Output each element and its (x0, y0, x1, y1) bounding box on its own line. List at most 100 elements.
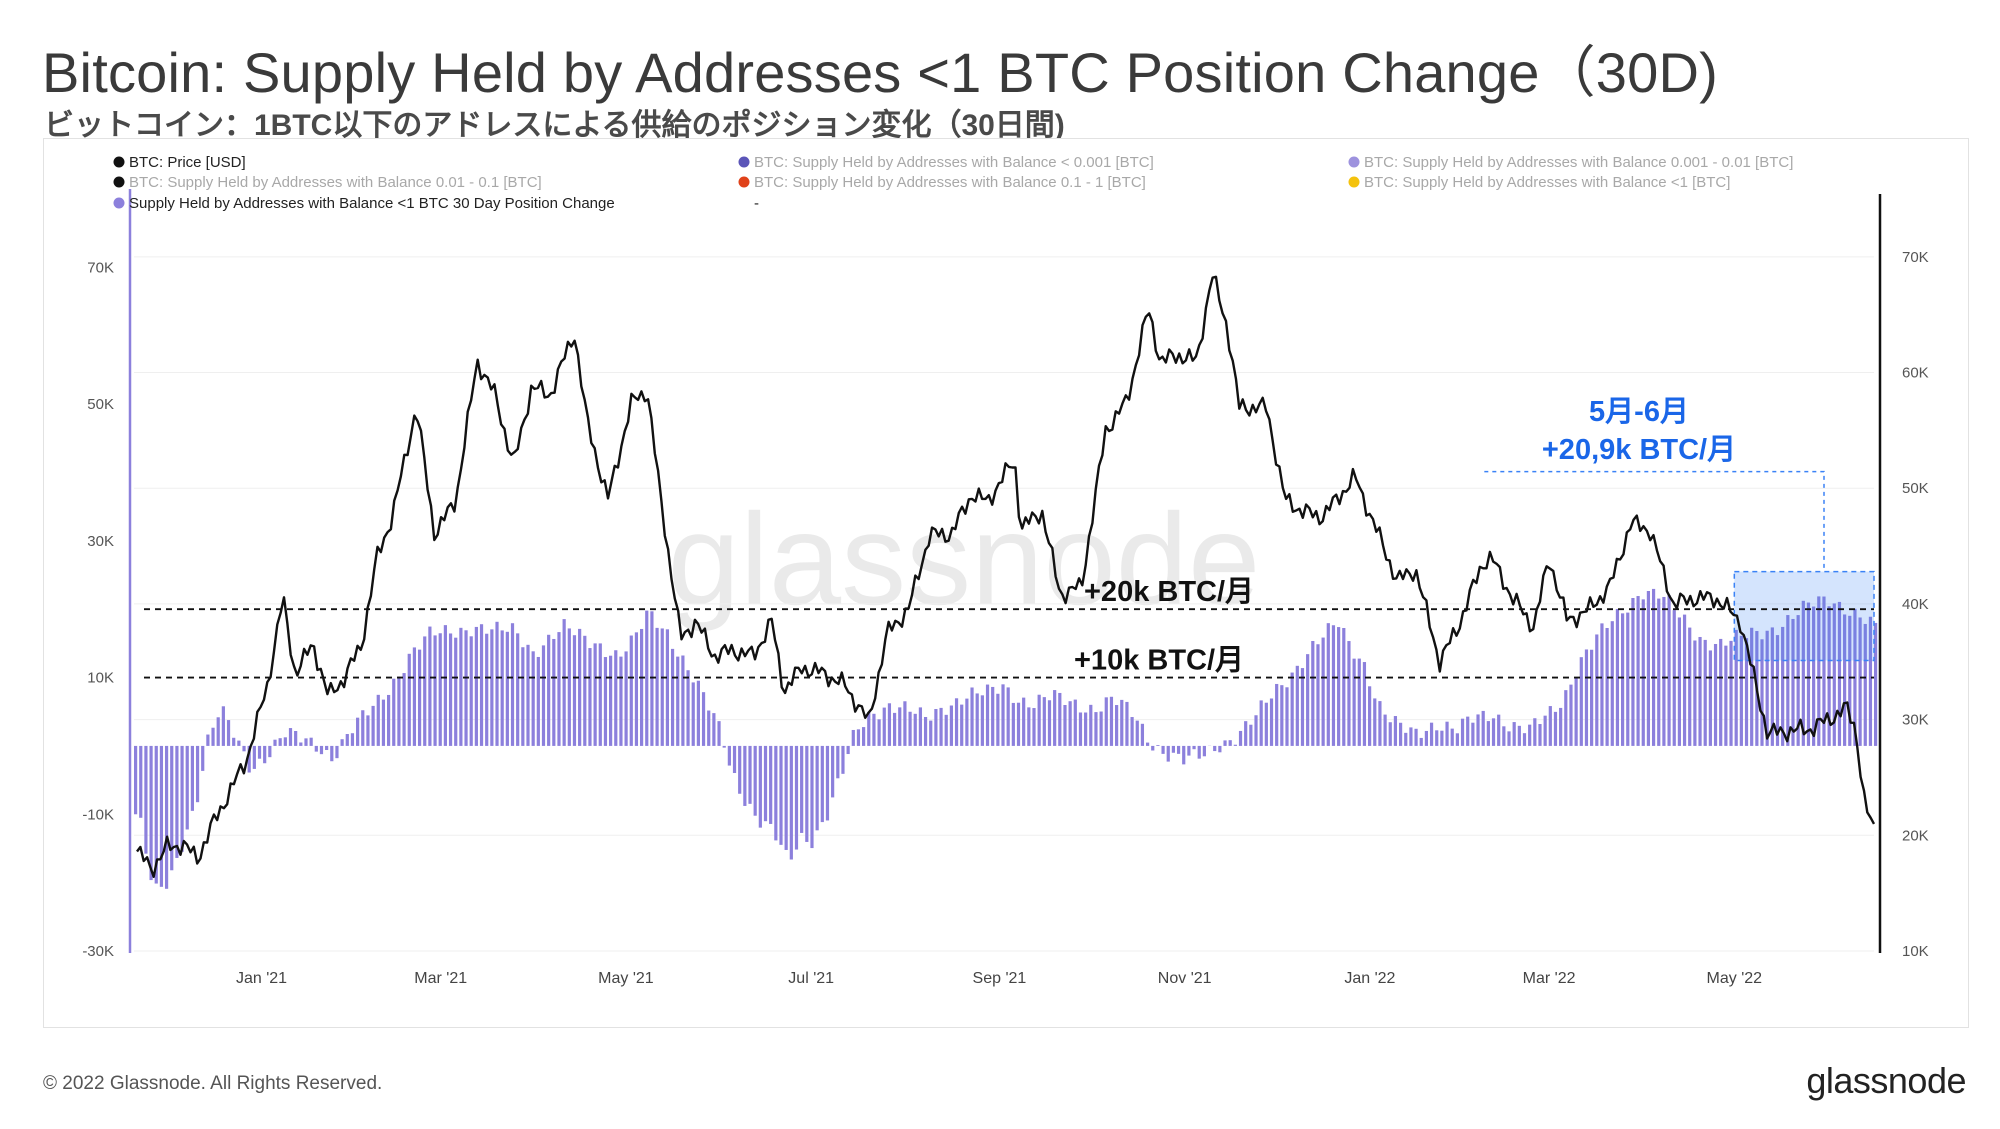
position-change-bar (1621, 613, 1625, 746)
position-change-bar (1393, 716, 1398, 746)
position-change-bar (252, 745, 256, 769)
position-change-bar (144, 745, 148, 854)
position-change-bar (1233, 744, 1237, 746)
position-change-bar (934, 709, 938, 746)
position-change-bar (350, 733, 355, 746)
right-axis-tick-label: 10K (1902, 943, 1929, 960)
chart-svg: glassnode 70K50K30K10K-10K-30K70K60K50K4… (82, 154, 1929, 987)
position-change-bar (345, 734, 349, 746)
position-change-bar (1424, 730, 1428, 746)
position-change-bar (1719, 638, 1723, 746)
position-change-bar (1698, 636, 1702, 746)
position-change-bar (1775, 635, 1780, 746)
position-change-bar (614, 650, 618, 746)
position-change-bar (732, 745, 737, 774)
position-change-bar (846, 745, 850, 755)
position-change-bar (1290, 672, 1294, 746)
position-change-bar (516, 633, 520, 746)
legend-label: BTC: Price [USD] (129, 154, 246, 171)
position-change-bar (1362, 662, 1367, 746)
position-change-bar (1512, 722, 1516, 746)
position-change-bar (717, 721, 721, 746)
position-change-bar (526, 644, 530, 746)
legend-dot (1348, 156, 1360, 168)
position-change-bar (1595, 634, 1599, 746)
position-change-bar (237, 740, 241, 746)
position-change-bar (918, 707, 923, 746)
x-axis-tick-label: May '22 (1707, 970, 1763, 987)
glassnode-logo[interactable]: glassnode (1806, 1060, 1966, 1101)
position-change-bar (1368, 686, 1372, 746)
x-axis-tick-label: Jan '21 (236, 970, 287, 987)
position-change-bar (1863, 623, 1867, 746)
right-axis-tick-label: 40K (1902, 596, 1929, 613)
position-change-bar (330, 745, 334, 762)
position-change-bar (1404, 732, 1408, 746)
position-change-bar (263, 745, 267, 764)
position-change-bar (1249, 724, 1253, 746)
position-change-bar (1373, 698, 1377, 746)
position-change-bar (1662, 596, 1666, 746)
position-change-bar (1626, 612, 1630, 746)
position-change-bar (170, 745, 174, 871)
legend-label: - (754, 195, 759, 212)
position-change-bar (681, 655, 685, 746)
position-change-bar (1770, 627, 1774, 746)
position-change-bar (655, 627, 659, 746)
position-change-bar (1791, 618, 1795, 746)
position-change-bar (1202, 745, 1206, 757)
position-change-bar (257, 745, 262, 759)
legend-label: Supply Held by Addresses with Balance <1… (129, 195, 615, 212)
position-change-bar (139, 745, 143, 818)
position-change-bar (1832, 603, 1836, 746)
annotation-period: 5月-6月 (1589, 396, 1689, 428)
x-axis-tick-label: Jan '22 (1344, 970, 1395, 987)
position-change-bar (1120, 699, 1124, 746)
position-change-bar (366, 715, 370, 746)
position-change-bar (1001, 684, 1005, 746)
position-change-bar (1481, 710, 1485, 746)
x-axis-tick-label: Mar '22 (1523, 970, 1576, 987)
x-axis-tick-label: Sep '21 (973, 970, 1027, 987)
position-change-bar (712, 713, 716, 746)
position-change-bar (216, 717, 220, 746)
chart-subtitle: ビットコイン：1BTC以下のアドレスによる供給のポジション変化（30日間) (44, 109, 1065, 142)
position-change-bar (1657, 598, 1661, 746)
position-change-bar (1166, 745, 1170, 762)
position-change-bar (825, 745, 830, 821)
position-change-bar (923, 716, 928, 746)
position-change-bar (242, 745, 246, 752)
position-change-bar (1703, 639, 1707, 746)
legend-dot (113, 176, 125, 188)
position-change-bar (1192, 745, 1196, 750)
position-change-bar (929, 720, 933, 746)
position-change-bar (1827, 606, 1831, 746)
position-change-bar (325, 745, 329, 751)
position-change-bar (1016, 702, 1021, 746)
position-change-bar (1115, 705, 1119, 746)
position-change-bar (361, 710, 365, 746)
position-change-bar (283, 737, 287, 746)
position-change-bar (134, 745, 138, 815)
position-change-bar (402, 673, 406, 746)
position-change-bar (1786, 615, 1790, 746)
position-change-bar (1713, 643, 1718, 746)
position-change-bar (1300, 668, 1305, 746)
position-change-bar (1450, 728, 1454, 746)
position-change-bar (996, 693, 1000, 746)
position-change-bar (1218, 745, 1222, 753)
position-change-bar (304, 738, 308, 746)
position-change-bar (1843, 614, 1847, 746)
position-change-bar (1321, 637, 1325, 746)
annotation-10k: +10k BTC/月 (1074, 645, 1244, 677)
position-change-bar (707, 710, 711, 746)
position-change-bar (960, 704, 964, 746)
position-change-bar (954, 698, 959, 746)
legend-dot (113, 197, 125, 209)
position-change-bar (1765, 630, 1769, 746)
position-change-bar (423, 636, 427, 746)
position-change-bar (598, 643, 602, 746)
position-change-bar (676, 656, 680, 746)
position-change-bar (645, 610, 649, 746)
position-change-bar (810, 745, 814, 849)
